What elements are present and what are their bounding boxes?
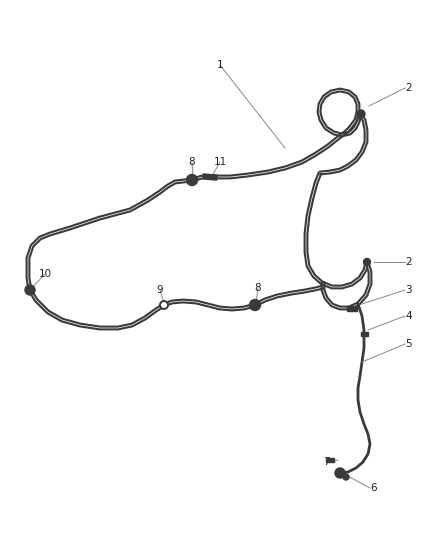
Circle shape — [343, 474, 349, 480]
Circle shape — [357, 110, 365, 118]
Text: 8: 8 — [189, 157, 195, 167]
Circle shape — [250, 300, 261, 311]
Text: 6: 6 — [370, 483, 377, 493]
Text: 11: 11 — [213, 157, 226, 167]
Text: 1: 1 — [217, 60, 223, 70]
Text: 9: 9 — [157, 285, 163, 295]
Circle shape — [160, 301, 168, 309]
Bar — [203, 174, 217, 180]
Circle shape — [187, 174, 198, 185]
Text: 8: 8 — [254, 283, 261, 293]
Circle shape — [335, 468, 345, 478]
Bar — [360, 332, 367, 336]
Text: 5: 5 — [405, 339, 412, 349]
Text: 10: 10 — [39, 269, 52, 279]
Circle shape — [25, 285, 35, 295]
Text: 4: 4 — [405, 311, 412, 321]
Circle shape — [364, 259, 371, 265]
Text: 2: 2 — [405, 257, 412, 267]
Bar — [326, 458, 334, 462]
Text: 3: 3 — [405, 285, 412, 295]
Text: 2: 2 — [405, 83, 412, 93]
Bar — [347, 305, 357, 311]
Text: 7: 7 — [323, 457, 330, 467]
